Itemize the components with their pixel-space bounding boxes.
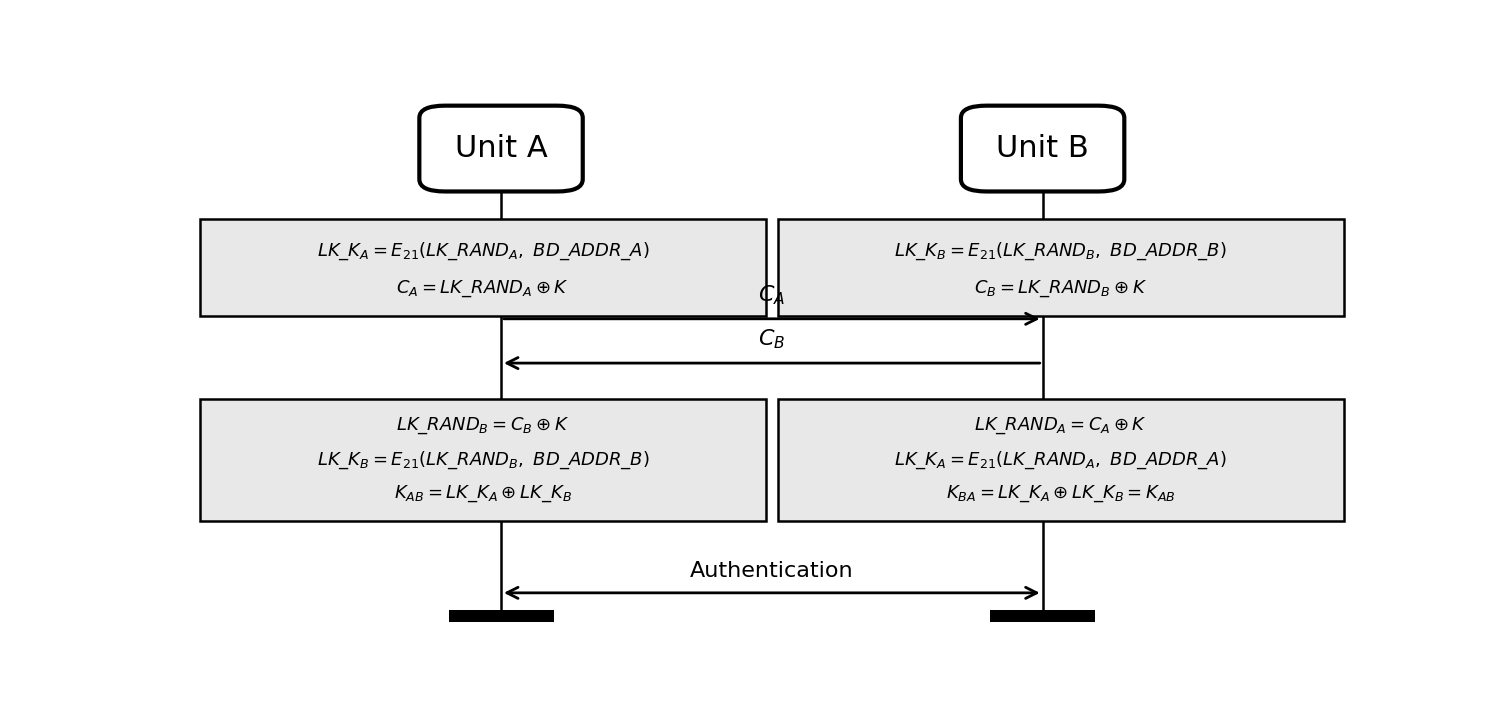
Text: $\mathit{LK\_K_A = E_{21}(LK\_RAND_A,\ BD\_ADDR\_A)}$: $\mathit{LK\_K_A = E_{21}(LK\_RAND_A,\ B…: [895, 449, 1227, 471]
Bar: [200, 399, 767, 521]
Text: $\mathit{C_A = LK\_RAND_A \oplus K}$: $\mathit{C_A = LK\_RAND_A \oplus K}$: [396, 279, 569, 299]
Bar: [200, 219, 767, 316]
Text: Authentication: Authentication: [690, 561, 854, 581]
Text: $\mathit{K_{BA} = LK\_K_A \oplus LK\_K_B = K_{AB}}$: $\mathit{K_{BA} = LK\_K_A \oplus LK\_K_B…: [946, 484, 1176, 504]
Text: $\mathit{LK\_K_B = E_{21}(LK\_RAND_B,\ BD\_ADDR\_B)}$: $\mathit{LK\_K_B = E_{21}(LK\_RAND_B,\ B…: [895, 240, 1227, 262]
Text: Unit A: Unit A: [455, 134, 547, 163]
Text: $\mathit{K_{AB} = LK\_K_A \oplus LK\_K_B}$: $\mathit{K_{AB} = LK\_K_A \oplus LK\_K_B…: [395, 484, 572, 504]
Text: $\mathit{LK\_RAND_B = C_B \oplus K}$: $\mathit{LK\_RAND_B = C_B \oplus K}$: [396, 416, 569, 436]
FancyBboxPatch shape: [419, 106, 583, 191]
Text: $C_A$: $C_A$: [759, 283, 785, 306]
Text: $\mathit{LK\_RAND_A = C_A \oplus K}$: $\mathit{LK\_RAND_A = C_A \oplus K}$: [974, 416, 1148, 436]
Bar: [449, 610, 554, 622]
Text: $C_B$: $C_B$: [758, 327, 786, 351]
Bar: [777, 219, 1343, 316]
Bar: [989, 610, 1095, 622]
Text: Unit B: Unit B: [997, 134, 1089, 163]
Text: $\mathit{C_B = LK\_RAND_B \oplus K}$: $\mathit{C_B = LK\_RAND_B \oplus K}$: [974, 279, 1148, 299]
Text: $\mathit{LK\_K_B = E_{21}(LK\_RAND_B,\ BD\_ADDR\_B)}$: $\mathit{LK\_K_B = E_{21}(LK\_RAND_B,\ B…: [316, 449, 649, 471]
Bar: [777, 399, 1343, 521]
Text: $\mathit{LK\_K_A = E_{21}(LK\_RAND_A,\ BD\_ADDR\_A)}$: $\mathit{LK\_K_A = E_{21}(LK\_RAND_A,\ B…: [316, 240, 649, 262]
FancyBboxPatch shape: [961, 106, 1125, 191]
